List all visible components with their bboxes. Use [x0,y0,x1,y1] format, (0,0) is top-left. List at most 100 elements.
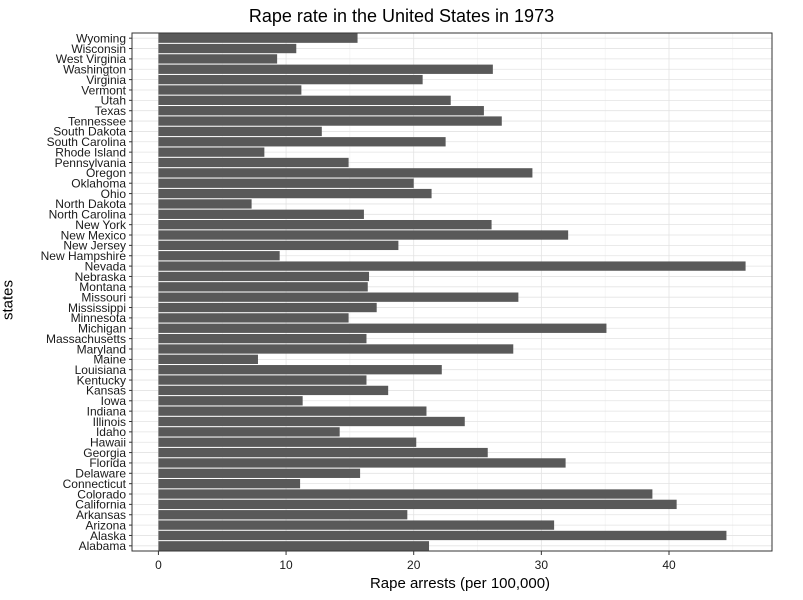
y-tick-label: Wisconsin [71,42,126,56]
y-tick-label: Illinois [93,415,126,429]
y-tick-label: Mississippi [68,301,126,315]
bar-alabama [158,541,430,551]
y-tick-label: Connecticut [63,477,127,491]
y-tick-label: North Carolina [49,208,127,222]
y-tick-label: New York [75,218,127,232]
y-tick-label: Nebraska [75,270,127,284]
y-tick-label: West Virginia [56,52,127,66]
y-tick-label: Utah [101,94,126,108]
y-tick-label: New Jersey [63,239,126,253]
y-tick-label: Delaware [75,467,126,481]
y-tick-label: Georgia [83,446,126,460]
y-tick-label: Ohio [101,187,127,201]
bar-indiana [158,406,427,416]
y-tick-label: Maine [93,353,126,367]
bar-washington [158,64,493,74]
y-tick-label: Maryland [77,342,126,356]
bar-colorado [158,489,653,499]
y-tick-label: Minnesota [71,311,127,325]
x-tick-label: 20 [407,558,421,572]
y-tick-label: Tennessee [68,114,126,128]
bar-south-dakota [158,126,322,137]
x-tick-label: 10 [279,558,293,572]
bar-pennsylvania [158,157,349,168]
y-tick-label: Texas [95,104,126,118]
bar-maine [158,354,258,365]
y-tick-label: Iowa [101,394,127,408]
y-tick-label: Vermont [81,83,126,97]
bar-new-jersey [158,240,399,251]
bar-hawaii [158,437,417,447]
y-tick-label: Arkansas [76,508,126,522]
y-tick-label: Florida [89,456,126,470]
bar-south-carolina [158,137,446,147]
y-tick-label: Indiana [87,404,127,418]
y-tick-label: Idaho [96,425,126,439]
y-tick-label: Colorado [77,487,126,501]
bar-nevada [158,261,746,271]
bar-wisconsin [158,43,297,54]
bar-oklahoma [158,178,414,188]
y-tick-label: Alabama [79,539,127,553]
bar-new-mexico [158,230,569,240]
y-tick-label: Oregon [86,166,126,180]
y-axis-label: states [0,279,17,321]
y-tick-label: California [75,498,126,512]
y-tick-label: Washington [63,63,126,77]
x-tick-label: 40 [662,558,676,572]
y-tick-label: Missouri [81,290,126,304]
y-tick-label: Hawaii [90,436,126,450]
y-tick-label: North Dakota [55,197,126,211]
bar-alaska [158,530,727,541]
bar-arizona [158,520,555,530]
bar-kansas [158,385,389,396]
bar-new-hampshire [158,251,280,261]
bar-massachusetts [158,333,367,344]
y-tick-label: Nevada [85,259,127,273]
bar-west-virginia [158,54,278,64]
bar-wyoming [158,33,358,43]
y-tick-label: Virginia [86,73,126,87]
y-tick-label: South Dakota [53,125,126,139]
y-tick-label: New Mexico [61,228,127,242]
bar-rhode-island [158,147,265,157]
x-tick-label: 30 [535,558,549,572]
bar-nebraska [158,271,370,282]
bar-kentucky [158,375,367,385]
bar-missouri [158,292,519,302]
y-tick-label: Kansas [86,384,126,398]
bar-virginia [158,74,423,85]
bar-vermont [158,85,302,95]
y-tick-label: Montana [79,280,126,294]
y-tick-label: Oklahoma [71,177,126,191]
bar-minnesota [158,313,349,323]
bar-idaho [158,427,340,437]
bar-north-carolina [158,209,364,219]
bar-utah [158,95,451,106]
y-tick-label: Pennsylvania [55,156,127,170]
y-tick-label: Rhode Island [55,145,126,159]
y-tick-label: Kentucky [77,373,126,387]
y-tick-label: South Carolina [47,135,127,149]
bar-montana [158,282,368,292]
bar-delaware [158,468,361,478]
y-tick-label: New Hampshire [41,249,127,263]
bar-mississippi [158,302,377,313]
bar-maryland [158,344,514,354]
x-axis-label: Rape arrests (per 100,000) [369,575,551,592]
bar-arkansas [158,510,408,520]
bar-iowa [158,396,303,406]
bar-north-dakota [158,199,252,209]
bar-texas [158,106,484,116]
x-tick-label: 0 [155,558,162,572]
y-tick-label: Wyoming [76,31,126,45]
bar-florida [158,458,566,468]
bar-california [158,499,677,510]
bar-louisiana [158,365,442,375]
y-tick-label: Michigan [78,322,126,336]
bar-connecticut [158,478,301,489]
bar-michigan [158,323,607,333]
bar-ohio [158,188,432,199]
panel-border [131,32,773,552]
